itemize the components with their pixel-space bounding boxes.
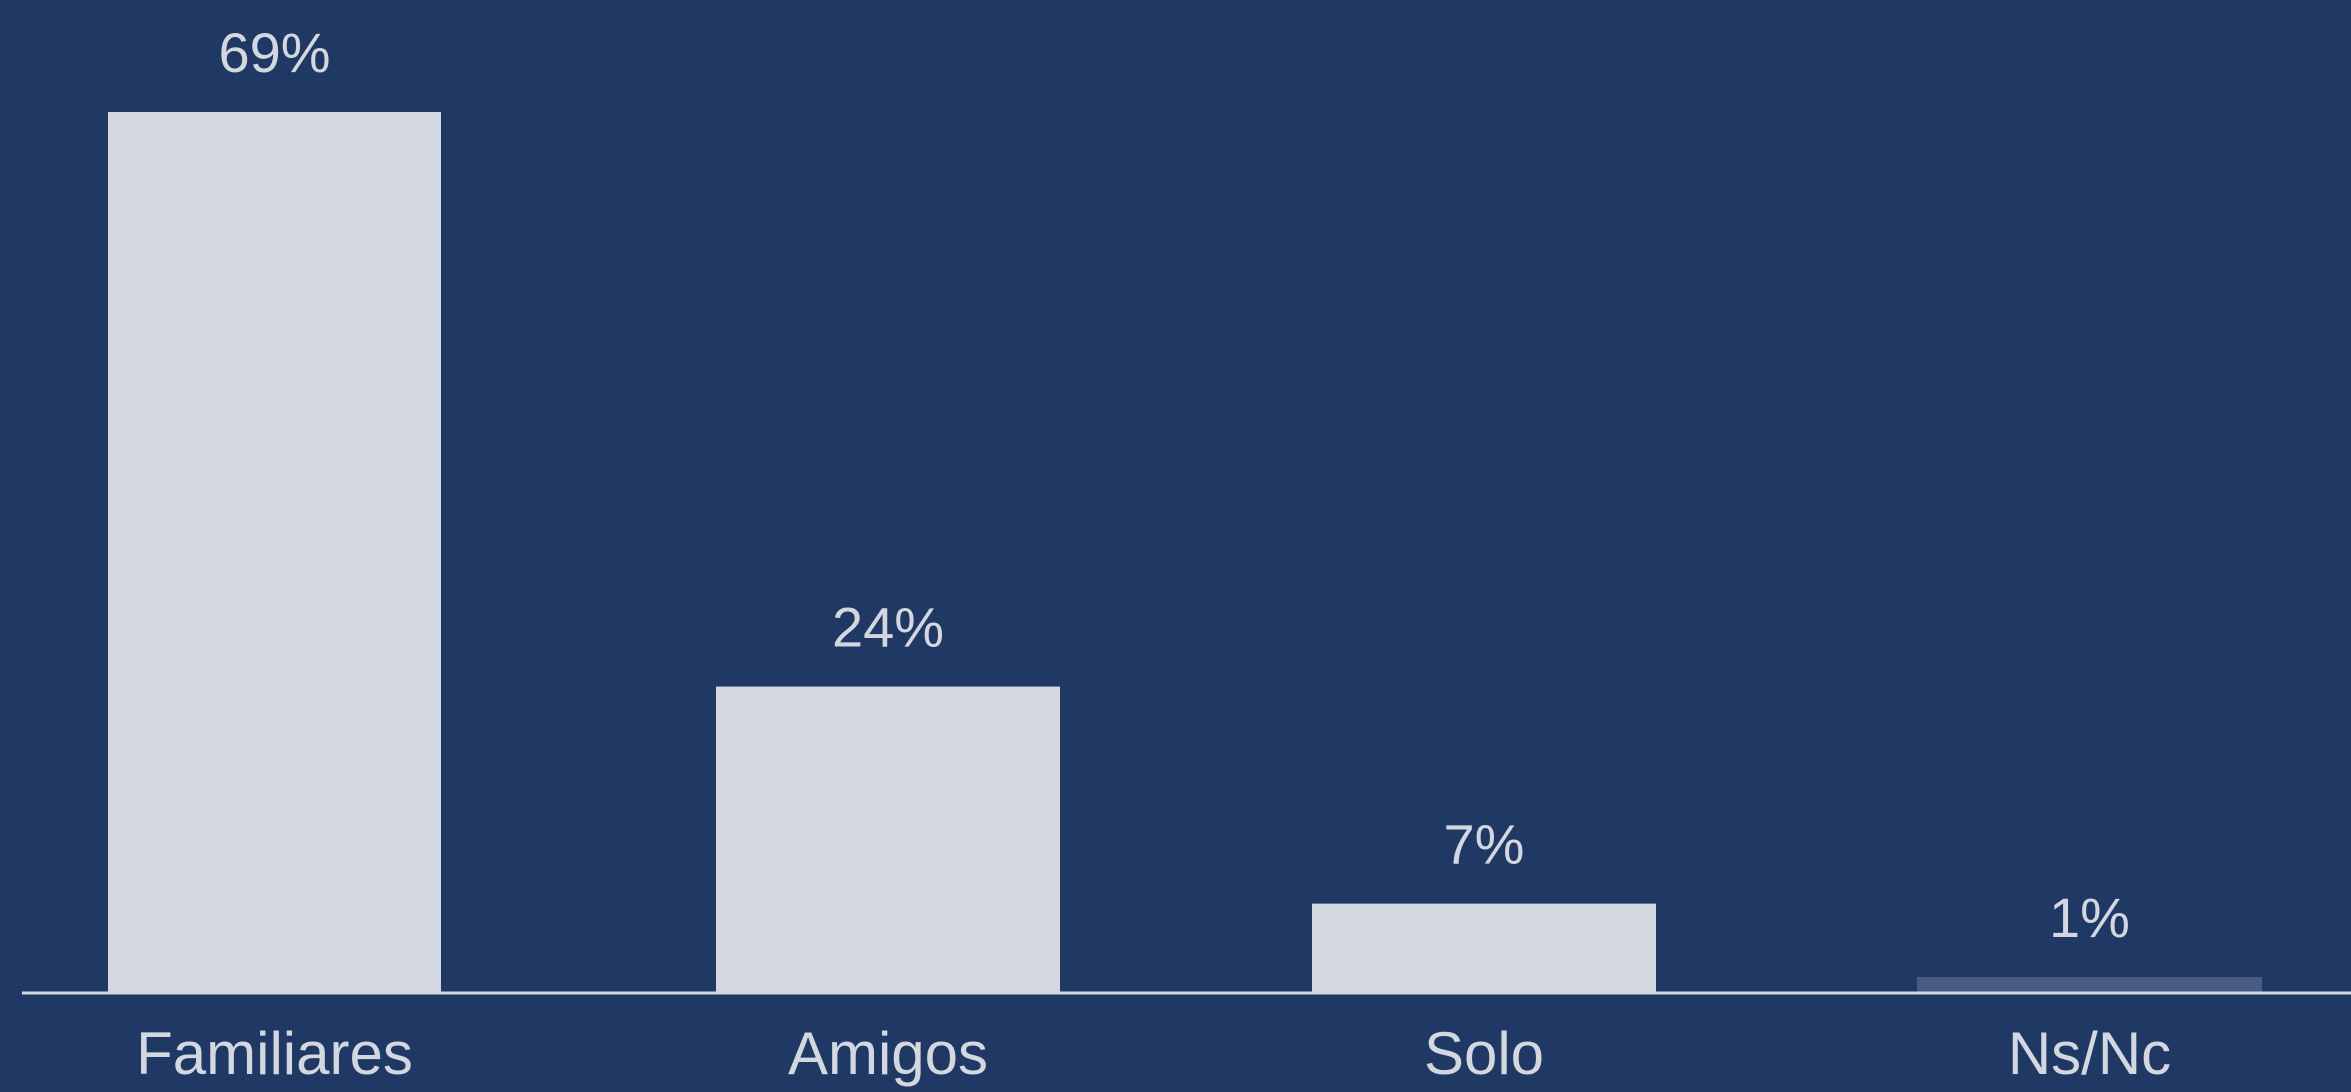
category-labels-layer: Familiares Amigos Solo Ns/Nc — [136, 1020, 2171, 1087]
category-label: Ns/Nc — [2008, 1020, 2171, 1087]
value-label: 69% — [218, 21, 330, 84]
bars-layer — [108, 112, 2262, 993]
bar-familiares — [108, 112, 441, 993]
value-label: 1% — [2049, 886, 2130, 949]
value-label: 24% — [832, 596, 944, 659]
category-label: Amigos — [788, 1020, 988, 1087]
category-label: Familiares — [136, 1020, 413, 1087]
bar-amigos — [716, 686, 1060, 993]
category-label: Solo — [1424, 1020, 1544, 1087]
value-labels-layer: 69% 24% 7% 1% — [218, 21, 2130, 949]
bar-ns-nc — [1917, 977, 2262, 993]
bar-solo — [1312, 903, 1656, 993]
value-label: 7% — [1444, 813, 1525, 876]
